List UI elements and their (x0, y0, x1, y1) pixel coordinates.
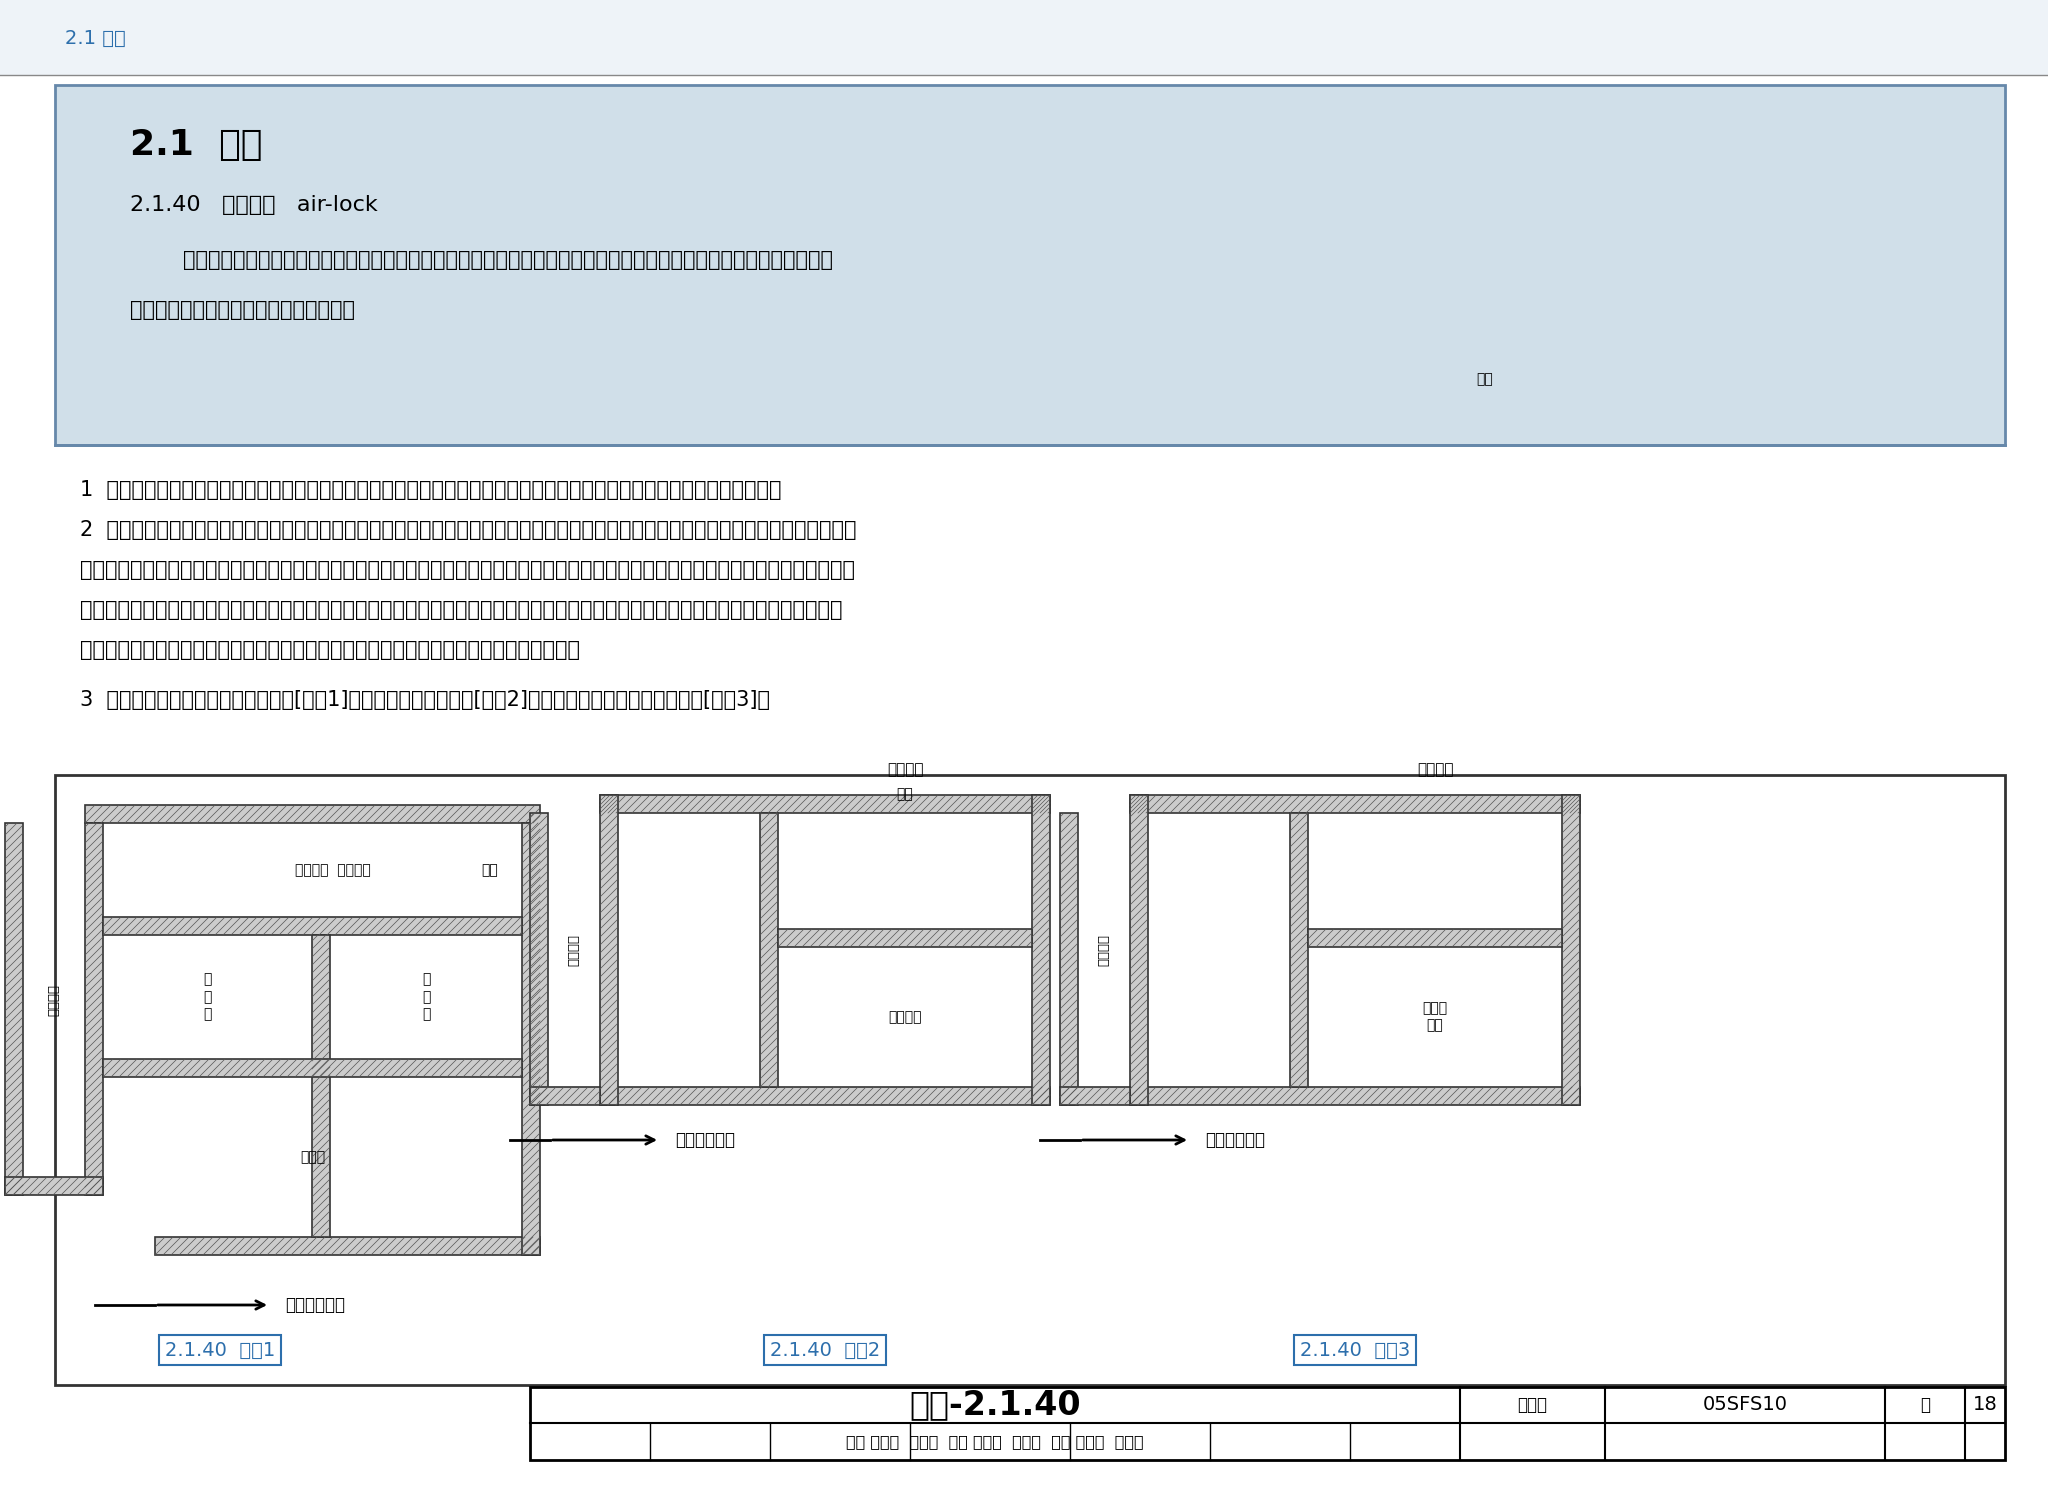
Bar (522, 824, 541, 1254)
Bar (55, 774, 2005, 1384)
Bar (530, 1087, 600, 1105)
Bar (1130, 795, 1149, 1105)
Text: 2.1  术语: 2.1 术语 (129, 129, 262, 161)
Bar (1130, 795, 1579, 813)
Bar (311, 934, 330, 1236)
Text: 术语-2.1.40: 术语-2.1.40 (909, 1389, 1081, 1422)
Text: 审核 马希荣  王淑芬  校对 王晓东  彭晓东  设计 赵贵华  姜东平: 审核 马希荣 王淑芬 校对 王晓东 彭晓东 设计 赵贵华 姜东平 (846, 1434, 1145, 1449)
Bar (86, 804, 541, 824)
Text: 防毒通道；将防护密闭门关闭，人员在通道内停留过程中，通过不断通风换气，将染毒空气排到室外，使防毒通道内的染毒浓度迅速下降；当: 防毒通道；将防护密闭门关闭，人员在通道内停留过程中，通过不断通风换气，将染毒空气… (80, 561, 854, 580)
Text: 2.1 术语: 2.1 术语 (66, 28, 125, 48)
Bar (600, 795, 1051, 813)
Text: 2.1.40  图示3: 2.1.40 图示3 (1300, 1341, 1411, 1359)
Bar (156, 1236, 541, 1254)
Bar (1309, 928, 1563, 946)
Text: 2.1.40  图示1: 2.1.40 图示1 (166, 1341, 274, 1359)
Bar (102, 916, 522, 934)
Text: 室外通道: 室外通道 (567, 934, 580, 966)
Text: 05SFS10: 05SFS10 (1702, 1395, 1788, 1414)
Text: 防毒通道: 防毒通道 (887, 762, 924, 777)
Bar (102, 1058, 522, 1076)
Text: 3  防毒通道通常结合洗消间一起设置[图示1]或与简易洗消合并设置[图示2]，也可结合简易洗消间一起设置[图示3]。: 3 防毒通道通常结合洗消间一起设置[图示1]或与简易洗消合并设置[图示2]，也可… (80, 691, 770, 710)
Bar (530, 813, 549, 1105)
Text: 通风换气，只要按使用规程操作，两道人防门不同时开启，室外毒剂不会侵入室内清洁区。: 通风换气，只要按使用规程操作，两道人防门不同时开启，室外毒剂不会侵入室内清洁区。 (80, 640, 580, 659)
Bar (600, 795, 618, 1105)
Text: 在室外染毒情况下，通道允许人员出入。: 在室外染毒情况下，通道允许人员出入。 (129, 300, 354, 320)
Text: 脱
衣
室: 脱 衣 室 (203, 973, 211, 1021)
Text: 由防护密闭门与密闭门之间或两道密闭门之间所构成的，具有通风换气条件，依靠超压排风阻挡毒剂侵入室内的空间。: 由防护密闭门与密闭门之间或两道密闭门之间所构成的，具有通风换气条件，依靠超压排风… (129, 250, 834, 271)
Bar (4, 824, 23, 1195)
Text: 防毒通道  防毒通道: 防毒通道 防毒通道 (295, 863, 371, 878)
Text: 18: 18 (1972, 1395, 1997, 1414)
Bar (1563, 795, 1579, 1105)
Bar (1061, 1087, 1130, 1105)
Text: 1  与密闭通道的区别在于：防毒通道依靠超压排风使通道内不断地通风换气，在室外染毒时人员通过也能阻挡毒剂侵入室内。: 1 与密闭通道的区别在于：防毒通道依靠超压排风使通道内不断地通风换气，在室外染毒… (80, 480, 782, 499)
Text: 人员进入路线: 人员进入路线 (676, 1132, 735, 1150)
Text: 简易洗消: 简易洗消 (889, 1011, 922, 1024)
Text: 2  防毒通道的工作原理是：在室外染毒情况下，当室外人员需进入室内时，首先开启防护密闭门，人员进入防毒通道，因开门同时毒剂侵入: 2 防毒通道的工作原理是：在室外染毒情况下，当室外人员需进入室内时，首先开启防护… (80, 520, 856, 540)
Text: 图集号: 图集号 (1518, 1396, 1548, 1414)
Text: 2.1.40   防毒通道   air-lock: 2.1.40 防毒通道 air-lock (129, 194, 377, 215)
Text: 页: 页 (1921, 1396, 1929, 1414)
Text: 防毒通道: 防毒通道 (1417, 762, 1454, 777)
Bar (1130, 1087, 1579, 1105)
Bar (530, 1387, 2005, 1461)
Text: 穿
衣
室: 穿 衣 室 (422, 973, 430, 1021)
Text: 简易洗
消间: 简易洗 消间 (1423, 1002, 1448, 1033)
Text: 淋浴室: 淋浴室 (299, 1150, 326, 1165)
Text: 室内: 室内 (897, 788, 913, 801)
Bar (86, 824, 102, 1195)
Text: 室内: 室内 (1477, 372, 1493, 386)
Bar (1032, 795, 1051, 1105)
Bar (55, 85, 2005, 446)
Bar (4, 1177, 102, 1195)
Bar (0, 0, 2048, 75)
Text: 室内: 室内 (481, 863, 498, 878)
Bar (760, 813, 778, 1087)
Bar (1061, 813, 1077, 1105)
Bar (778, 928, 1032, 946)
Text: 2.1.40  图示2: 2.1.40 图示2 (770, 1341, 881, 1359)
Bar (600, 1087, 1051, 1105)
Bar (1290, 813, 1309, 1087)
Text: 人员进入路线: 人员进入路线 (285, 1296, 344, 1314)
Text: 室外通道: 室外通道 (1098, 934, 1110, 966)
Text: 通道内染毒浓度下降到非致伤浓度时，开启密闭门，人员可以顺利地进入室内。反之，当室内人员需要到室外时，同样由于防毒通道内不断: 通道内染毒浓度下降到非致伤浓度时，开启密闭门，人员可以顺利地进入室内。反之，当室… (80, 599, 842, 620)
Text: 人员进入路线: 人员进入路线 (1204, 1132, 1266, 1150)
Text: 室外通道: 室外通道 (47, 984, 61, 1017)
